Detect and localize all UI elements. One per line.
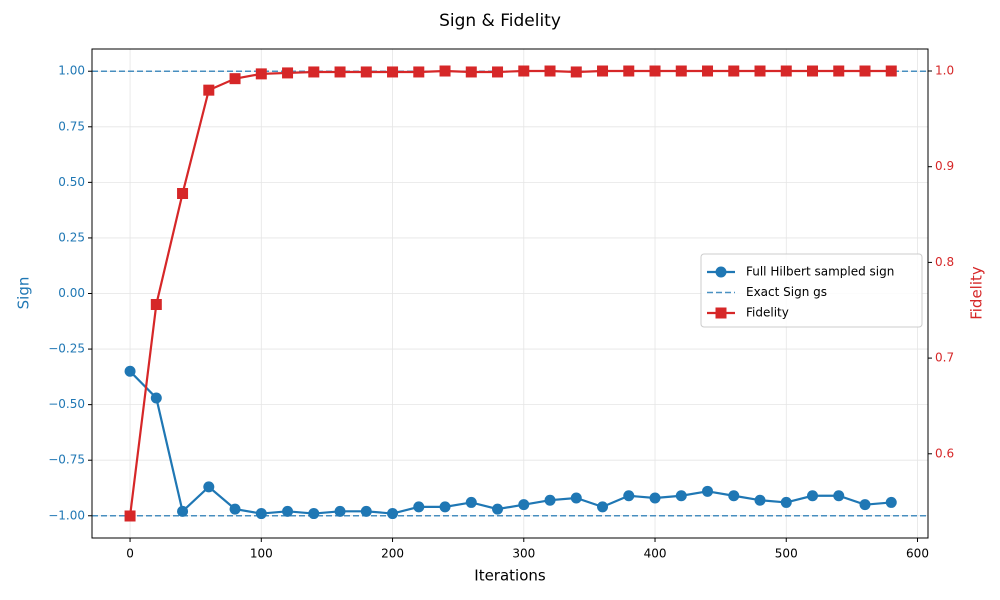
marker bbox=[859, 65, 871, 77]
y-tick-label: −0.25 bbox=[48, 342, 85, 356]
x-tick-label: 600 bbox=[906, 547, 929, 561]
marker bbox=[334, 505, 346, 517]
marker bbox=[780, 65, 792, 77]
y-tick-label: −1.00 bbox=[48, 508, 85, 522]
marker bbox=[334, 66, 346, 78]
marker bbox=[570, 66, 582, 78]
marker bbox=[465, 496, 477, 508]
marker bbox=[255, 68, 267, 80]
y2-tick-label: 0.9 bbox=[935, 159, 954, 173]
legend-label: Exact Sign gs bbox=[746, 285, 827, 299]
y-tick-label: 0.00 bbox=[58, 286, 85, 300]
marker bbox=[623, 65, 635, 77]
marker bbox=[570, 492, 582, 504]
marker bbox=[728, 490, 740, 502]
legend-box bbox=[700, 253, 923, 328]
chart-title: Sign & Fidelity bbox=[439, 11, 561, 31]
marker bbox=[885, 496, 897, 508]
y-tick-label: −0.75 bbox=[48, 453, 85, 467]
marker bbox=[885, 65, 897, 77]
marker bbox=[597, 501, 609, 513]
marker bbox=[649, 65, 661, 77]
marker bbox=[780, 496, 792, 508]
marker bbox=[833, 490, 845, 502]
marker bbox=[728, 65, 740, 77]
marker bbox=[518, 499, 530, 511]
y2-tick-label: 0.8 bbox=[935, 255, 954, 269]
y-tick-label: 0.50 bbox=[58, 175, 85, 189]
marker bbox=[413, 66, 425, 78]
marker bbox=[177, 505, 189, 517]
marker bbox=[439, 501, 451, 513]
marker bbox=[203, 84, 215, 96]
legend-marker bbox=[715, 266, 727, 278]
y-tick-label: 0.25 bbox=[58, 230, 85, 244]
x-tick-label: 200 bbox=[381, 547, 404, 561]
legend-label: Fidelity bbox=[746, 306, 789, 320]
marker bbox=[675, 65, 687, 77]
marker bbox=[807, 490, 819, 502]
marker bbox=[702, 65, 714, 77]
x-tick-label: 0 bbox=[126, 547, 134, 561]
marker bbox=[702, 485, 714, 497]
marker bbox=[544, 494, 556, 506]
y2-tick-label: 1.0 bbox=[935, 64, 954, 78]
x-tick-label: 100 bbox=[250, 547, 273, 561]
plot-frame bbox=[91, 48, 929, 539]
marker bbox=[492, 503, 504, 515]
series-line bbox=[129, 370, 892, 515]
marker bbox=[229, 503, 241, 515]
y2-axis-label: Fidelity bbox=[968, 266, 986, 320]
marker bbox=[807, 65, 819, 77]
legend-marker bbox=[715, 307, 727, 319]
marker bbox=[675, 490, 687, 502]
y-tick-label: 1.00 bbox=[58, 64, 85, 78]
marker bbox=[833, 65, 845, 77]
marker bbox=[360, 505, 372, 517]
legend-label: Full Hilbert sampled sign bbox=[746, 265, 894, 279]
marker bbox=[203, 481, 215, 493]
x-tick-label: 300 bbox=[512, 547, 535, 561]
marker bbox=[124, 365, 136, 377]
x-tick-label: 500 bbox=[775, 547, 798, 561]
marker bbox=[597, 65, 609, 77]
marker bbox=[649, 492, 661, 504]
x-tick-label: 400 bbox=[644, 547, 667, 561]
marker bbox=[387, 508, 399, 520]
marker bbox=[387, 66, 399, 78]
marker bbox=[360, 66, 372, 78]
marker bbox=[255, 508, 267, 520]
marker bbox=[518, 65, 530, 77]
marker bbox=[413, 501, 425, 513]
marker bbox=[229, 73, 241, 85]
marker bbox=[439, 65, 451, 77]
y-tick-label: −0.50 bbox=[48, 397, 85, 411]
marker bbox=[465, 66, 477, 78]
marker bbox=[859, 499, 871, 511]
marker bbox=[308, 508, 320, 520]
marker bbox=[623, 490, 635, 502]
marker bbox=[492, 66, 504, 78]
y-tick-label: 0.75 bbox=[58, 119, 85, 133]
marker bbox=[150, 299, 162, 311]
marker bbox=[754, 494, 766, 506]
x-axis-label: Iterations bbox=[474, 567, 546, 585]
marker bbox=[282, 505, 294, 517]
marker bbox=[308, 66, 320, 78]
marker bbox=[282, 67, 294, 79]
marker bbox=[544, 65, 556, 77]
y2-tick-label: 0.6 bbox=[935, 446, 954, 460]
y2-tick-label: 0.7 bbox=[935, 351, 954, 365]
marker bbox=[754, 65, 766, 77]
marker bbox=[150, 392, 162, 404]
y-axis-label: Sign bbox=[15, 277, 33, 310]
marker bbox=[124, 510, 136, 522]
marker bbox=[177, 187, 189, 199]
